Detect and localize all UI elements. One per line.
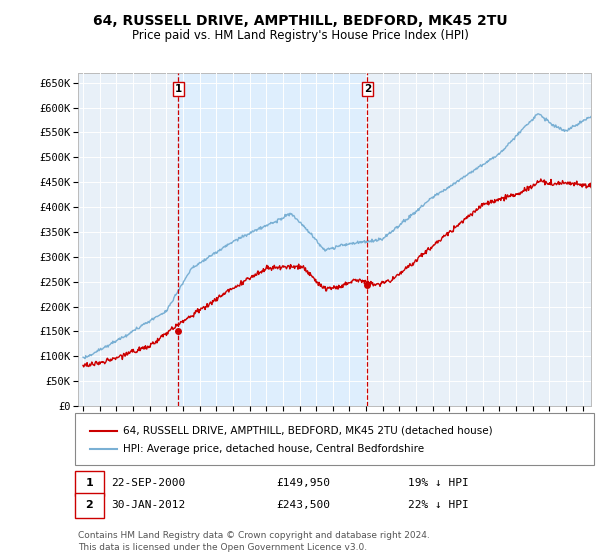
- Text: 64, RUSSELL DRIVE, AMPTHILL, BEDFORD, MK45 2TU (detached house): 64, RUSSELL DRIVE, AMPTHILL, BEDFORD, MK…: [123, 426, 493, 436]
- Text: 64, RUSSELL DRIVE, AMPTHILL, BEDFORD, MK45 2TU: 64, RUSSELL DRIVE, AMPTHILL, BEDFORD, MK…: [92, 14, 508, 28]
- Text: 1: 1: [175, 83, 182, 94]
- Text: £243,500: £243,500: [276, 500, 330, 510]
- Text: 2: 2: [86, 500, 93, 510]
- Text: £149,950: £149,950: [276, 478, 330, 488]
- Text: 30-JAN-2012: 30-JAN-2012: [111, 500, 185, 510]
- Text: 19% ↓ HPI: 19% ↓ HPI: [408, 478, 469, 488]
- Text: HPI: Average price, detached house, Central Bedfordshire: HPI: Average price, detached house, Cent…: [123, 444, 424, 454]
- Text: Contains HM Land Registry data © Crown copyright and database right 2024.
This d: Contains HM Land Registry data © Crown c…: [78, 531, 430, 552]
- Text: 1: 1: [86, 478, 93, 488]
- Text: Price paid vs. HM Land Registry's House Price Index (HPI): Price paid vs. HM Land Registry's House …: [131, 29, 469, 42]
- Text: 22% ↓ HPI: 22% ↓ HPI: [408, 500, 469, 510]
- Bar: [178, 73, 367, 406]
- Text: 22-SEP-2000: 22-SEP-2000: [111, 478, 185, 488]
- Text: 2: 2: [364, 83, 371, 94]
